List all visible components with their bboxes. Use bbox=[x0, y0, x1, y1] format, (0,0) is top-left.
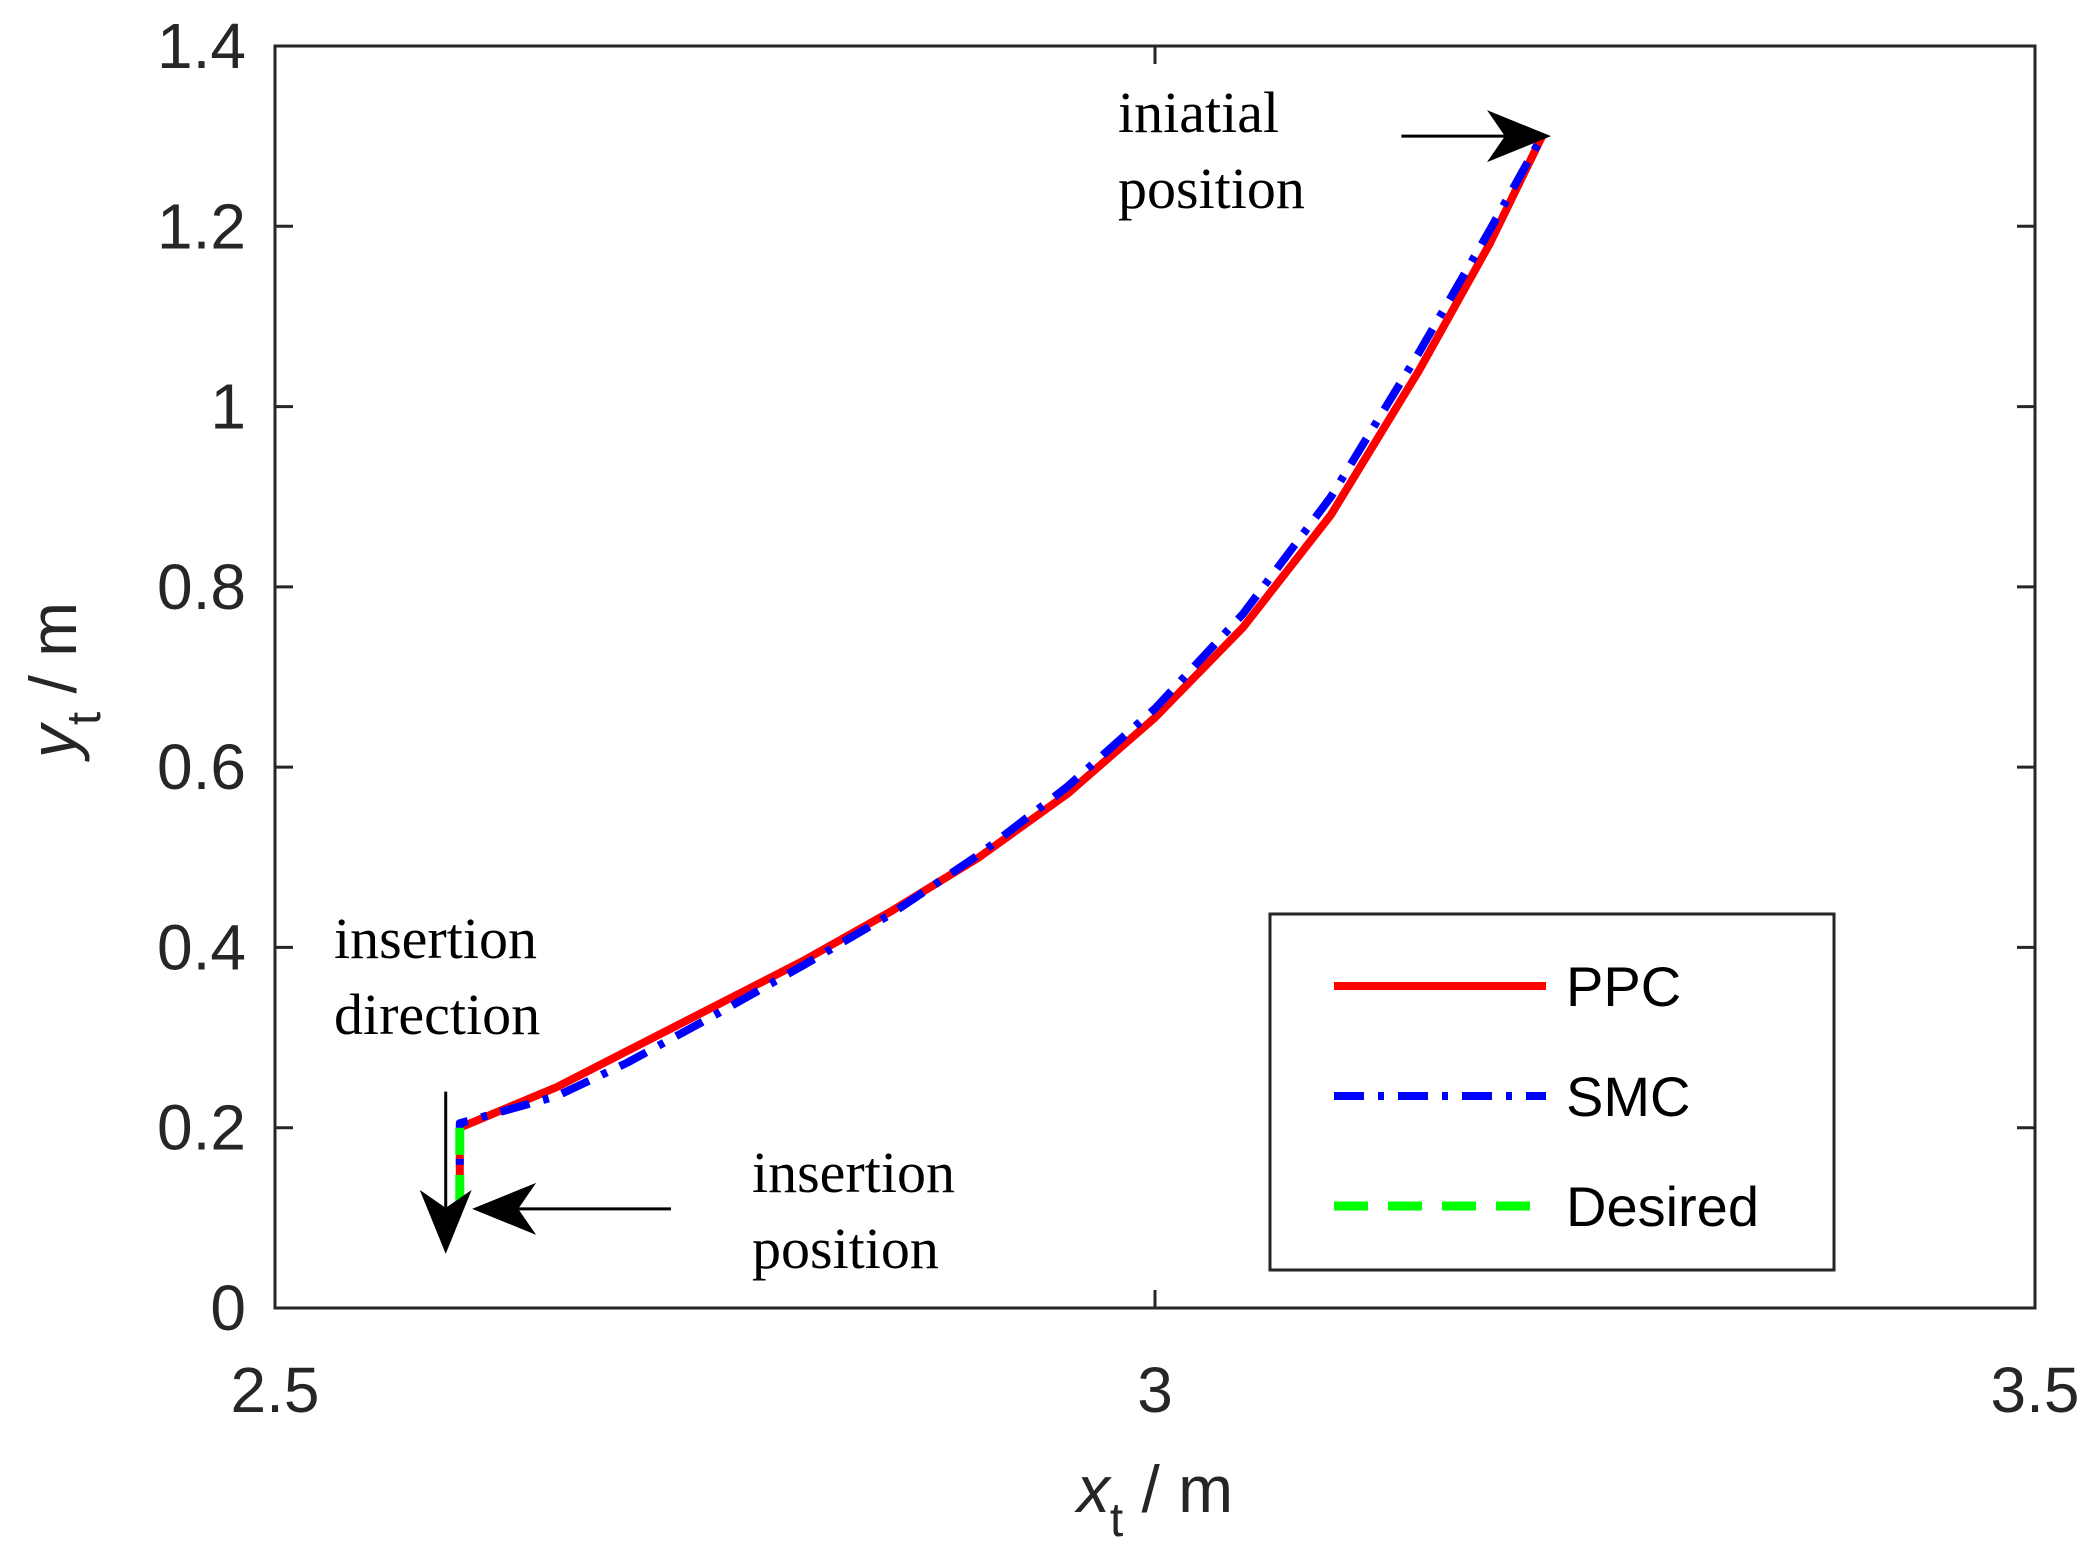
y-tick-label: 1.4 bbox=[157, 10, 246, 82]
x-axis-unit: / m bbox=[1123, 1452, 1233, 1526]
y-tick-label: 1.2 bbox=[157, 190, 246, 262]
y-axis-unit: / m bbox=[16, 602, 90, 712]
annotation-insertion-position: insertion position bbox=[752, 1140, 969, 1281]
y-axis-subscript: t bbox=[58, 712, 111, 725]
annotation-arrow bbox=[419, 1091, 472, 1254]
y-tick-label: 0.8 bbox=[157, 551, 246, 623]
legend-label: PPC bbox=[1566, 955, 1681, 1018]
legend: PPC SMC Desired bbox=[1268, 912, 1836, 1272]
annotation-insertion-pos-line-2: position bbox=[752, 1216, 939, 1281]
arrow-head bbox=[419, 1189, 472, 1254]
series-line-smc bbox=[455, 134, 1546, 1209]
annotation-initial-position: iniatial position bbox=[1118, 80, 1305, 221]
arrow-head bbox=[1487, 110, 1551, 163]
y-tick-label: 0.6 bbox=[157, 731, 246, 803]
y-tick-label: 0.4 bbox=[157, 911, 246, 983]
annotation-initial-line-1: iniatial bbox=[1118, 80, 1279, 145]
y-axis-symbol: y bbox=[16, 721, 90, 762]
annotation-arrow bbox=[1401, 110, 1551, 163]
x-tick-label: 3 bbox=[1137, 1354, 1173, 1426]
legend-label: SMC bbox=[1566, 1065, 1690, 1128]
x-axis-subscript: t bbox=[1110, 1494, 1123, 1547]
legend-label: Desired bbox=[1566, 1175, 1759, 1238]
x-tick-label: 3.5 bbox=[1991, 1354, 2080, 1426]
x-axis-symbol: x bbox=[1074, 1452, 1112, 1526]
annotation-initial-line-2: position bbox=[1118, 156, 1305, 221]
x-tick-label: 2.5 bbox=[231, 1354, 320, 1426]
annotation-arrow bbox=[472, 1182, 671, 1235]
y-tick-label: 1 bbox=[210, 371, 246, 443]
annotation-insertion-pos-line-1: insertion bbox=[752, 1140, 955, 1205]
annotation-insertion-direction: insertion direction bbox=[334, 906, 551, 1047]
annotation-insertion-dir-line-2: direction bbox=[334, 982, 540, 1047]
y-axis-label: yt / m bbox=[16, 602, 111, 762]
y-tick-label: 0 bbox=[210, 1272, 246, 1344]
arrow-head bbox=[472, 1182, 537, 1235]
legend-item-smc: SMC bbox=[1334, 1065, 1690, 1128]
y-tick-label: 0.2 bbox=[157, 1092, 246, 1164]
legend-item-ppc: PPC bbox=[1334, 955, 1681, 1018]
x-axis-label: xt / m bbox=[1074, 1452, 1233, 1547]
annotation-insertion-dir-line-1: insertion bbox=[334, 906, 537, 971]
legend-item-desired: Desired bbox=[1334, 1175, 1759, 1238]
